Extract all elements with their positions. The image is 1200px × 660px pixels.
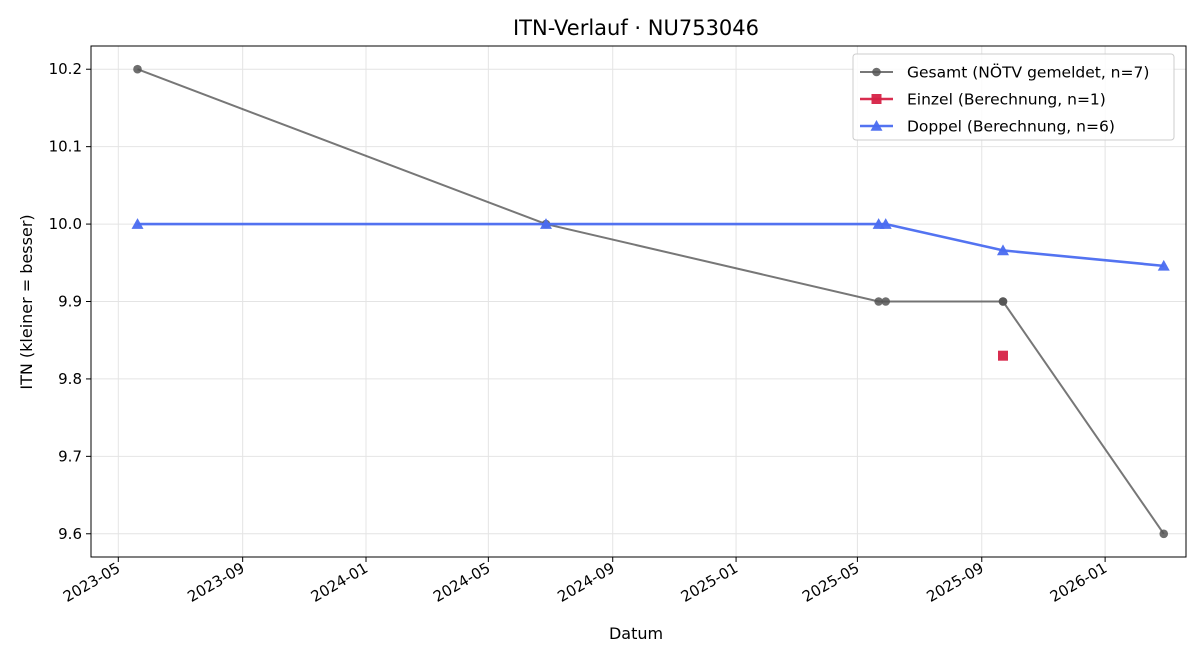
legend-box bbox=[852, 53, 1175, 141]
y-tick-label: 9.9 bbox=[58, 293, 82, 311]
y-tick-label: 10.0 bbox=[49, 215, 82, 233]
legend-marker bbox=[870, 120, 883, 131]
legend-label: Einzel (Berechnung, n=1) bbox=[907, 91, 1106, 109]
legend-item: Doppel (Berechnung, n=6) bbox=[860, 118, 1115, 136]
y-tick-label: 9.6 bbox=[58, 525, 82, 543]
series-line bbox=[137, 222, 1164, 268]
legend-marker bbox=[872, 67, 881, 77]
y-tick-label: 9.7 bbox=[58, 447, 82, 465]
series-square bbox=[997, 350, 1008, 361]
x-axis-title: Datum bbox=[609, 624, 663, 643]
data-point bbox=[131, 218, 144, 229]
data-point bbox=[997, 350, 1008, 361]
data-point bbox=[1157, 259, 1170, 271]
y-tick-label: 10.2 bbox=[49, 60, 82, 78]
data-point bbox=[996, 244, 1009, 256]
legend-marker bbox=[871, 94, 882, 104]
legend-item: Einzel (Berechnung, n=1) bbox=[860, 91, 1106, 109]
series-layer bbox=[131, 64, 1170, 539]
data-point bbox=[1159, 529, 1169, 539]
legend-label: Doppel (Berechnung, n=6) bbox=[907, 118, 1115, 136]
legend: Gesamt (NÖTV gemeldet, n=7) Einzel (Berec… bbox=[852, 53, 1175, 141]
legend-label: Gesamt (NÖTV gemeldet, n=7) bbox=[907, 63, 1149, 82]
data-point bbox=[539, 218, 552, 229]
y-tick-label: 9.8 bbox=[58, 370, 82, 388]
data-point bbox=[874, 297, 883, 306]
chart-title: ITN-Verlauf · NU753046 bbox=[513, 16, 759, 40]
y-axis-ticks: 9.6 9.7 9.8 9.9 10.0 10.1 10.2 bbox=[49, 60, 91, 543]
series-triangle bbox=[131, 218, 1170, 271]
data-point bbox=[998, 297, 1008, 306]
y-axis-title: ITN (kleiner = besser) bbox=[17, 214, 36, 389]
data-point bbox=[879, 218, 892, 229]
data-point bbox=[133, 64, 142, 74]
legend-item: Gesamt (NÖTV gemeldet, n=7) bbox=[860, 63, 1149, 82]
y-tick-label: 10.1 bbox=[49, 138, 82, 156]
data-point bbox=[881, 297, 891, 306]
